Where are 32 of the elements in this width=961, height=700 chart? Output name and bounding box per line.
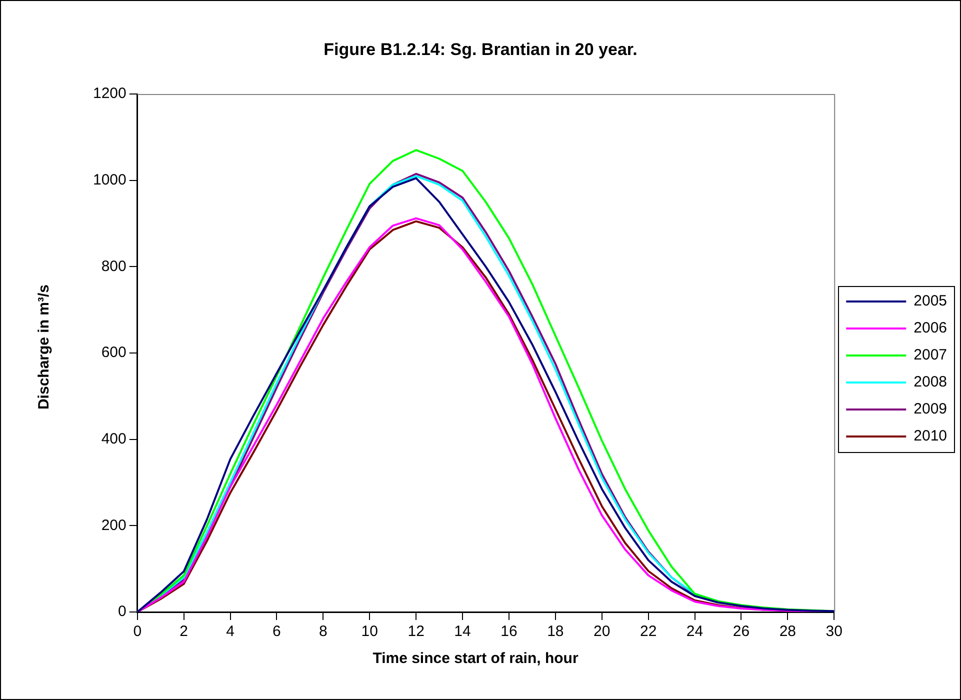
- x-tick-label: 16: [500, 623, 518, 640]
- y-tick-label: 800: [101, 258, 126, 275]
- x-tick-label: 18: [547, 623, 564, 640]
- x-tick-label: 22: [640, 623, 657, 640]
- x-tick-label: 2: [180, 623, 188, 640]
- x-axis-title: Time since start of rain, hour: [372, 650, 580, 667]
- y-tick-label: 600: [101, 344, 126, 362]
- x-tick-label: 24: [686, 623, 704, 640]
- legend-label: 2007: [914, 346, 948, 364]
- legend-label: 2009: [914, 400, 948, 418]
- x-tick-label: 12: [408, 623, 424, 640]
- y-axis-title: Discharge in m³/s: [36, 284, 52, 410]
- y-tick-label: 200: [101, 516, 126, 534]
- x-tick-label: 14: [454, 623, 471, 640]
- x-tick-label: 0: [133, 623, 142, 640]
- x-tick-label: 20: [594, 623, 610, 640]
- x-tick-label: 26: [732, 623, 750, 640]
- legend-label: 2008: [914, 374, 948, 391]
- y-tick-label: 400: [101, 430, 126, 448]
- y-tick-label: 1000: [92, 171, 126, 188]
- chart-title: Figure B1.2.14: Sg. Brantian in 20 year.: [322, 40, 638, 60]
- legend-label: 2006: [914, 320, 948, 337]
- x-tick-label: 30: [826, 623, 842, 640]
- legend-label: 2010: [914, 428, 948, 445]
- x-tick-label: 8: [319, 623, 328, 640]
- x-tick-label: 10: [361, 623, 378, 640]
- legend-label: 2005: [914, 292, 948, 310]
- x-tick-label: 28: [779, 623, 796, 640]
- y-tick-label: 1200: [92, 85, 126, 102]
- y-tick-label: 0: [118, 603, 126, 620]
- x-tick-label: 6: [272, 623, 281, 640]
- x-tick-label: 4: [226, 623, 234, 640]
